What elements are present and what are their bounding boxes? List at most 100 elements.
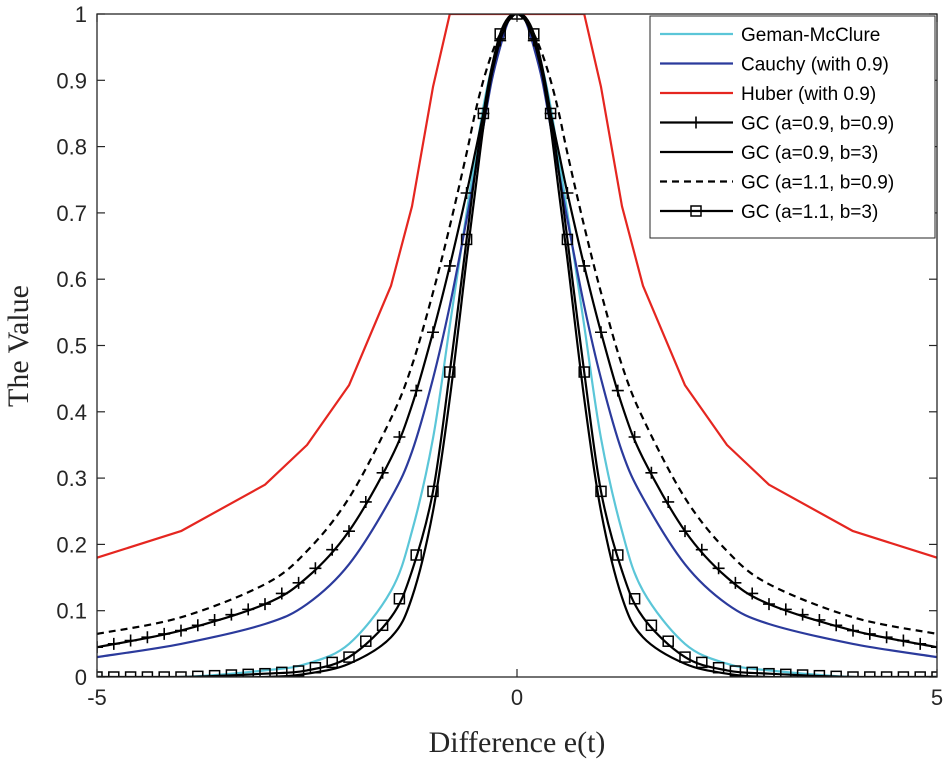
series-0: [97, 14, 937, 677]
data-point: [695, 543, 708, 556]
y-tick-label: 0: [75, 665, 87, 690]
data-point: [712, 661, 725, 674]
data-point: [108, 671, 120, 677]
y-tick-label: 0.1: [56, 599, 87, 624]
legend-label: GC (a=0.9, b=3): [741, 143, 878, 164]
y-tick-label: 0.8: [56, 135, 87, 160]
data-point: [158, 671, 170, 677]
legend: Geman-McClure Cauchy (with 0.9) Huber (wit…: [649, 15, 936, 239]
legend-entry: GC (a=0.9, b=0.9): [660, 114, 894, 135]
series-line: [97, 14, 937, 659]
data-point: [914, 637, 927, 650]
data-point: [460, 233, 473, 246]
data-point: [830, 619, 843, 632]
legend-label: GC (a=1.1, b=0.9): [741, 173, 894, 194]
legend-label: Huber (with 0.9): [741, 84, 876, 105]
data-point: [427, 326, 439, 339]
data-point: [880, 671, 893, 677]
data-point: [259, 598, 271, 611]
data-point: [410, 384, 423, 397]
data-point: [141, 671, 154, 677]
data-point: [679, 525, 691, 538]
data-point: [746, 587, 759, 600]
data-point: [309, 661, 322, 674]
data-point: [275, 587, 288, 600]
data-point: [796, 608, 809, 621]
data-point: [376, 619, 389, 632]
y-tick-label: 0.2: [56, 532, 87, 557]
data-point: [662, 635, 674, 647]
data-point: [729, 665, 742, 677]
data-point: [276, 666, 288, 677]
series-2: [97, 14, 937, 559]
y-tick-label: 0.3: [56, 466, 87, 491]
data-point: [359, 495, 372, 508]
data-point: [97, 641, 103, 654]
y-tick-label: 0.7: [56, 201, 87, 226]
data-point: [578, 259, 591, 272]
data-point: [864, 671, 876, 677]
data-point: [175, 624, 187, 637]
data-point: [628, 430, 641, 443]
data-point: [376, 466, 389, 479]
data-point: [242, 668, 254, 677]
data-point: [141, 631, 154, 644]
data-point: [645, 619, 658, 632]
legend-box: [649, 15, 936, 239]
legend-entry: Geman-McClure: [660, 25, 880, 46]
data-point: [763, 667, 775, 677]
legend-label: GC (a=0.9, b=0.9): [741, 114, 894, 135]
data-point: [746, 666, 758, 677]
legend-entry: GC (a=0.9, b=3): [660, 143, 878, 164]
data-point: [292, 665, 305, 677]
x-tick-label: -5: [87, 685, 107, 710]
series-5: [97, 14, 937, 635]
series-line: [97, 14, 937, 677]
data-point: [628, 593, 641, 605]
y-tick-label: 0.4: [56, 400, 87, 425]
x-axis-title: Difference e(t): [429, 726, 606, 759]
data-point: [729, 576, 742, 589]
data-point: [326, 656, 338, 669]
data-point: [897, 634, 910, 647]
data-point: [208, 669, 221, 677]
data-point: [847, 671, 859, 677]
series-line: [97, 14, 937, 649]
data-point: [208, 613, 221, 626]
data-point: [444, 366, 456, 378]
data-point: [779, 603, 792, 616]
y-tick-label: 0.5: [56, 334, 87, 359]
series-3: [97, 14, 937, 654]
legend-marker: [690, 116, 702, 129]
legend-label: GC (a=1.1, b=3): [741, 202, 878, 223]
data-point: [897, 671, 910, 677]
legend-entry: GC (a=1.1, b=3): [660, 202, 878, 223]
data-point: [192, 670, 204, 677]
data-point: [360, 635, 372, 647]
series-layer: [97, 14, 937, 677]
data-point: [460, 187, 473, 200]
series-line: [97, 14, 937, 677]
data-point: [410, 549, 422, 561]
data-point: [863, 627, 876, 640]
data-point: [914, 671, 926, 677]
data-point: [427, 485, 439, 498]
data-point: [158, 627, 171, 640]
data-point: [931, 641, 937, 654]
data-point: [796, 669, 809, 677]
x-tick-label: 0: [511, 685, 523, 710]
data-point: [595, 485, 607, 498]
data-point: [124, 634, 137, 647]
series-markers: [97, 14, 937, 677]
data-point: [561, 187, 574, 200]
x-tick-label: 5: [931, 685, 943, 710]
data-point: [611, 384, 624, 397]
data-point: [763, 598, 775, 611]
data-point: [528, 28, 540, 40]
data-point: [343, 651, 355, 663]
data-point: [830, 670, 842, 677]
series-6: [97, 14, 937, 677]
data-point: [326, 543, 339, 556]
data-point: [595, 326, 607, 339]
